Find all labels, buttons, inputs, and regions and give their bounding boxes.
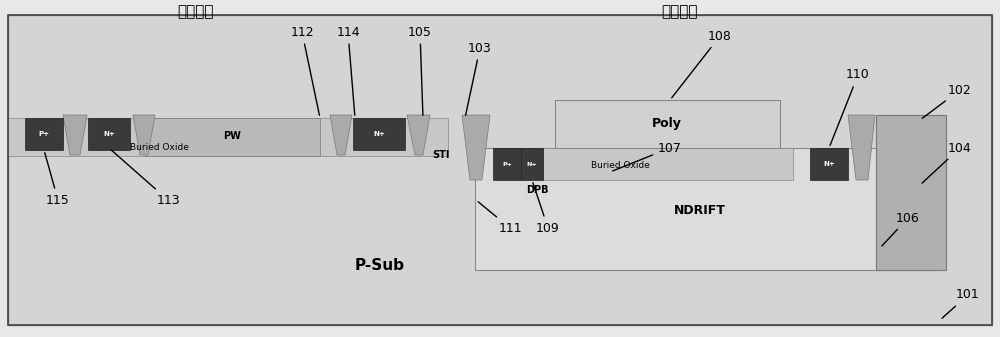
Bar: [88, 118, 130, 150]
Text: Buried Oxide: Buried Oxide: [130, 144, 189, 153]
Text: 110: 110: [830, 68, 870, 146]
Text: P-Sub: P-Sub: [355, 257, 405, 273]
Text: N+: N+: [373, 131, 385, 137]
Text: PW: PW: [223, 131, 241, 141]
Text: 115: 115: [45, 153, 70, 207]
Bar: [25, 118, 63, 150]
Bar: [521, 148, 543, 180]
Text: 高压区域: 高压区域: [662, 4, 698, 20]
Text: 105: 105: [408, 26, 432, 115]
Text: 107: 107: [613, 142, 682, 171]
Text: STI: STI: [433, 150, 450, 160]
Bar: [810, 148, 848, 180]
Polygon shape: [848, 115, 875, 180]
Text: P+: P+: [38, 131, 50, 137]
Polygon shape: [462, 115, 490, 180]
Text: N+: N+: [527, 161, 537, 166]
Text: 103: 103: [466, 41, 492, 115]
Bar: [8, 118, 448, 156]
Text: DPB: DPB: [526, 185, 548, 195]
Polygon shape: [330, 115, 352, 155]
Text: NDRIFT: NDRIFT: [674, 204, 726, 216]
Text: 114: 114: [336, 26, 360, 115]
Text: 109: 109: [533, 183, 560, 235]
Polygon shape: [63, 115, 87, 155]
Text: N+: N+: [103, 131, 115, 137]
Text: P+: P+: [502, 161, 512, 166]
Polygon shape: [133, 115, 155, 155]
Bar: [353, 118, 405, 150]
Text: Poly: Poly: [652, 118, 682, 130]
Text: 101: 101: [942, 288, 980, 318]
Bar: [475, 148, 935, 270]
Text: 低压区域: 低压区域: [177, 4, 213, 20]
Text: 113: 113: [111, 150, 180, 207]
Text: 111: 111: [478, 202, 522, 235]
Text: 104: 104: [922, 142, 972, 183]
Bar: [145, 118, 320, 156]
Text: 112: 112: [290, 26, 319, 115]
Text: 108: 108: [672, 30, 732, 98]
Text: Buried Oxide: Buried Oxide: [591, 160, 649, 170]
Text: 102: 102: [922, 84, 972, 118]
Polygon shape: [407, 115, 430, 155]
Bar: [543, 148, 793, 180]
Bar: [876, 115, 946, 270]
Text: N+: N+: [823, 161, 835, 167]
Bar: [493, 148, 521, 180]
Text: 106: 106: [882, 212, 920, 246]
Bar: [555, 100, 780, 148]
